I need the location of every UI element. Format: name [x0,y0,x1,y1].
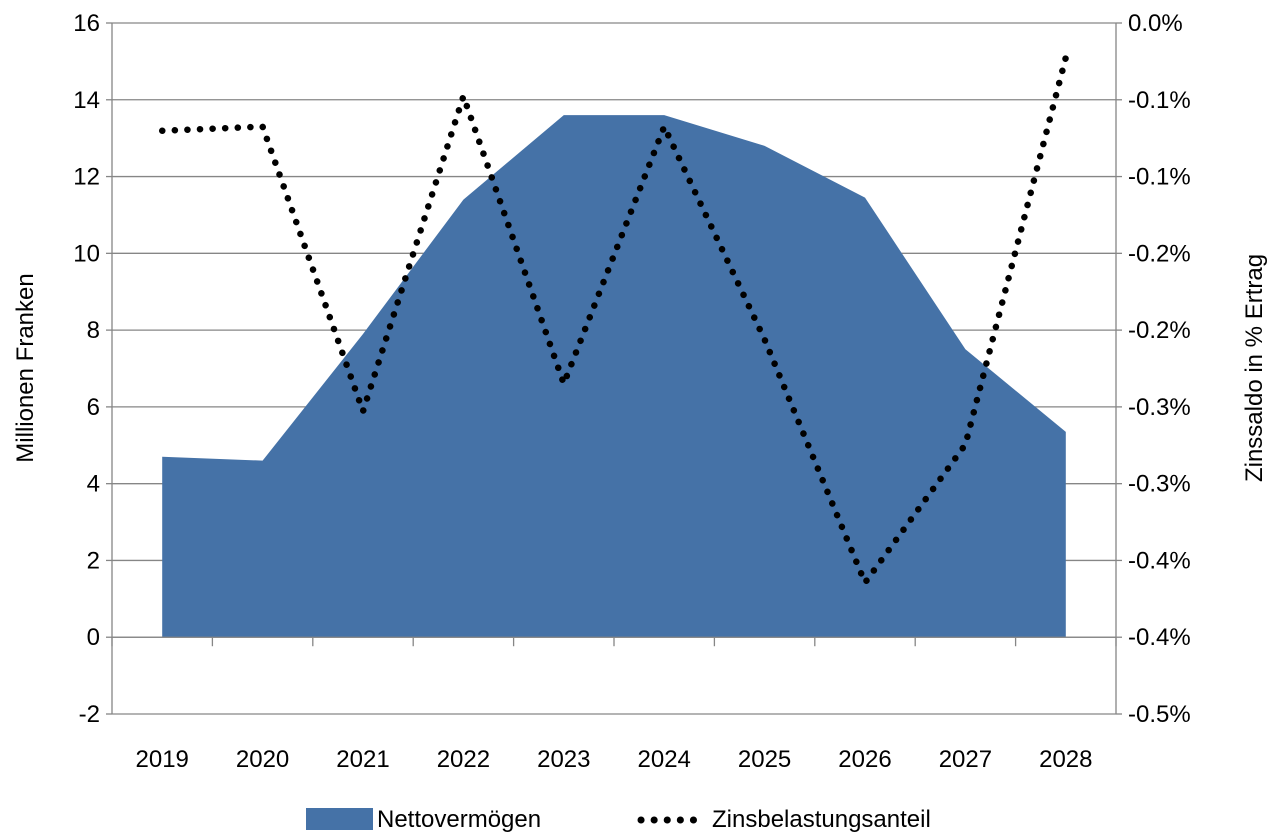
line-zinsbelastungsanteil [158,54,1070,586]
area-series [162,115,1066,638]
legend: Nettovermögen Zinsbelastungsanteil [306,806,931,833]
y2-tick-label: -0.5% [1128,701,1191,728]
axes [106,22,1122,715]
y-tick-label: 10 [73,240,100,267]
y2-tick-label: -0.4% [1128,624,1191,651]
x-tick-label: 2025 [738,746,791,773]
x-tick-label: 2027 [939,746,992,773]
y-tick-label: -2 [79,701,100,728]
legend-label-area: Nettovermögen [377,806,541,833]
x-tick-label: 2021 [336,746,389,773]
x-tick-label: 2019 [136,746,189,773]
y2-tick-label: -0.1% [1128,87,1191,114]
y-tick-label: 4 [87,471,100,498]
y2-tick-label: -0.4% [1128,547,1191,574]
x-tick-label: 2024 [638,746,691,773]
y2-tick-label: -0.1% [1128,164,1191,191]
x-tick-label: 2023 [537,746,590,773]
legend-label-line: Zinsbelastungsanteil [712,806,931,833]
y-tick-label: 8 [87,317,100,344]
y-tick-label: 0 [87,624,100,651]
y2-tick-label: -0.3% [1128,471,1191,498]
tick-labels: -2 -0.5% 0 -0.4% 2 -0.4% 4 -0.3% 6 -0.3% 8 -0.2% 10 -… [73,10,1190,773]
legend-swatch-area [306,808,373,830]
y-axis-title: Millionen Franken [12,273,39,462]
y-tick-label: 16 [73,10,100,37]
x-tick-label: 2028 [1039,746,1092,773]
y-tick-label: 14 [73,87,100,114]
y2-axis-title: Zinssaldo in % Ertrag [1241,254,1268,482]
y-tick-label: 6 [87,394,100,421]
x-tick-label: 2020 [236,746,289,773]
y2-tick-label: -0.3% [1128,394,1191,421]
y-tick-label: 2 [87,547,100,574]
y2-tick-label: 0.0% [1128,10,1183,37]
area-nettovermoegen [162,115,1066,638]
x-tick-label: 2022 [437,746,490,773]
y2-tick-label: -0.2% [1128,240,1191,267]
line-series [158,54,1070,586]
y-tick-label: 12 [73,164,100,191]
x-tick-label: 2026 [838,746,891,773]
y2-tick-label: -0.2% [1128,317,1191,344]
